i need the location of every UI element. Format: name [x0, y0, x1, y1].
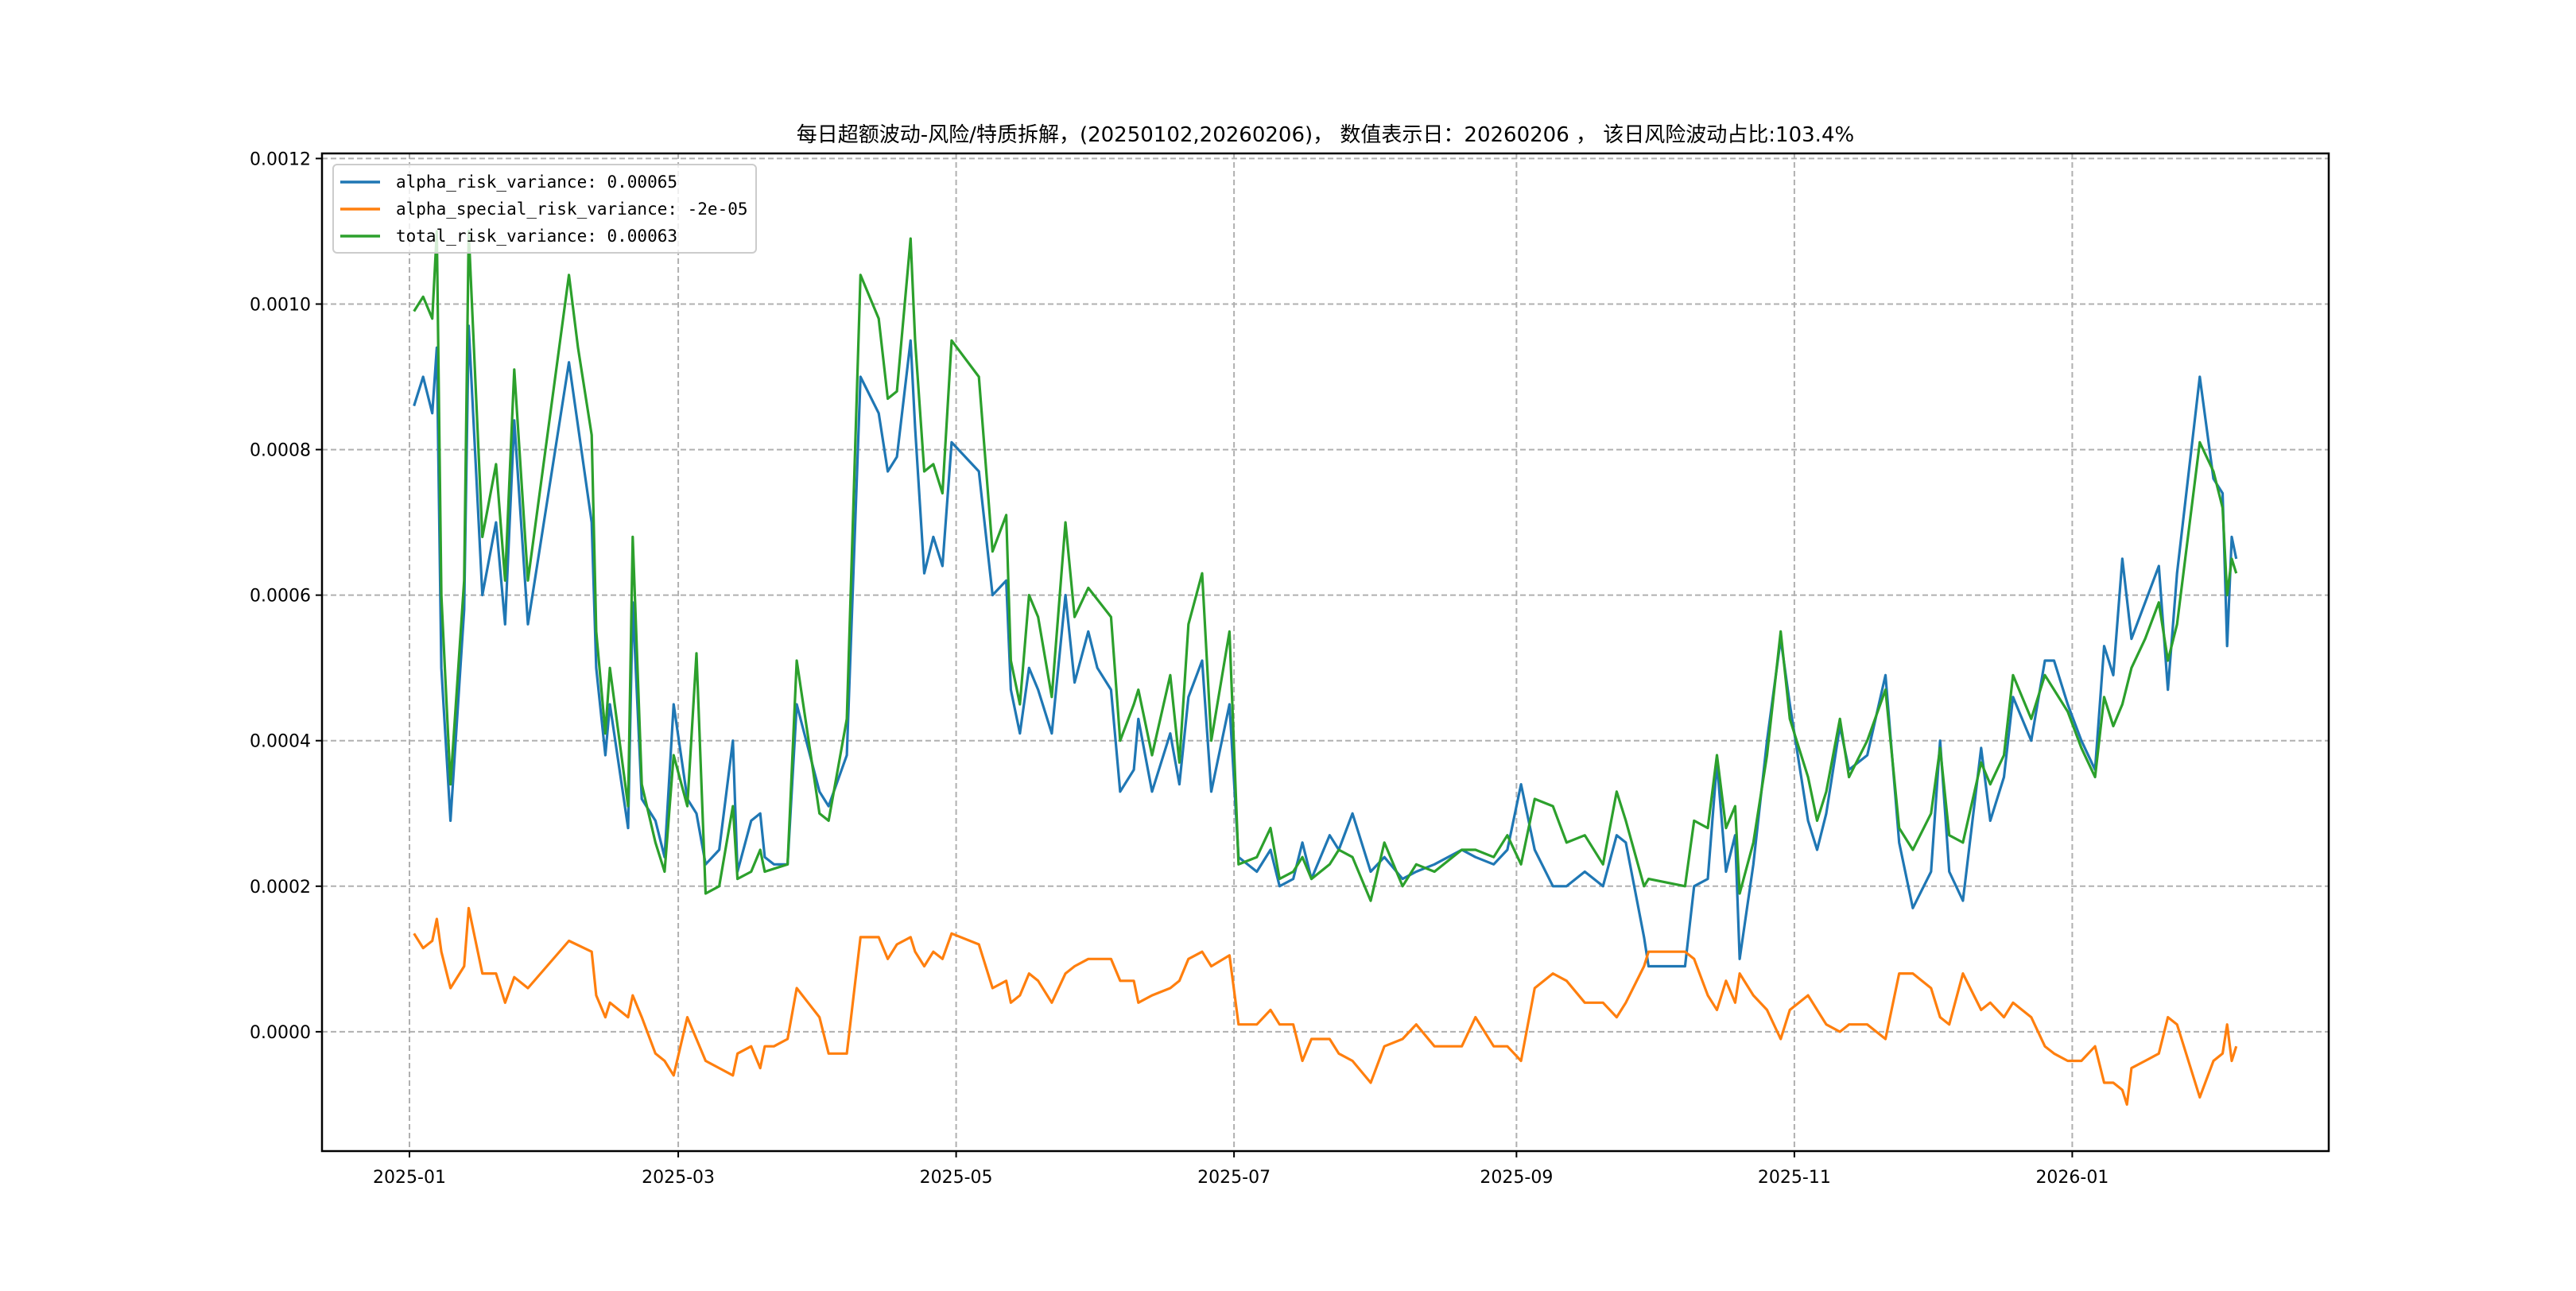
legend: alpha_risk_variance: 0.00065 alpha_specia…: [332, 164, 757, 254]
chart-title: 每日超额波动-风险/特质拆解，(20250102,20260206)， 数值表示…: [797, 123, 1854, 147]
x-tick-label: 2025-09: [1480, 1168, 1553, 1188]
x-tick-label: 2025-11: [1758, 1168, 1831, 1188]
axis-ticks: 2025-01 2025-03 2025-05 2025-07 2025-09 2025-…: [250, 149, 2109, 1188]
y-tick-label: 0.0008: [250, 441, 311, 461]
y-tick-label: 0.0000: [250, 1023, 311, 1043]
series-lines: [413, 230, 2238, 1106]
legend-label: total_risk_variance: 0.00063: [396, 227, 677, 246]
alpha_risk_variance-line: [413, 324, 2238, 968]
y-tick-label: 0.0002: [250, 878, 311, 897]
y-tick-label: 0.0012: [250, 149, 311, 169]
alpha_special_risk_variance-line: [413, 906, 2238, 1106]
y-tick-label: 0.0006: [250, 587, 311, 607]
legend-label: alpha_special_risk_variance: -2e-05: [396, 200, 748, 219]
grid: [322, 153, 2329, 1151]
legend-box: [332, 164, 757, 254]
y-tick-label: 0.0010: [250, 295, 311, 315]
y-tick-label: 0.0004: [250, 732, 311, 752]
x-tick-label: 2025-07: [1197, 1168, 1271, 1188]
x-tick-label: 2025-05: [920, 1168, 993, 1188]
legend-label: alpha_risk_variance: 0.00065: [396, 173, 677, 192]
x-tick-label: 2025-01: [373, 1168, 446, 1188]
x-tick-label: 2026-01: [2035, 1168, 2109, 1188]
total_risk_variance-line: [413, 230, 2238, 902]
plot-frame: [320, 152, 2330, 1153]
x-tick-label: 2025-03: [642, 1168, 715, 1188]
